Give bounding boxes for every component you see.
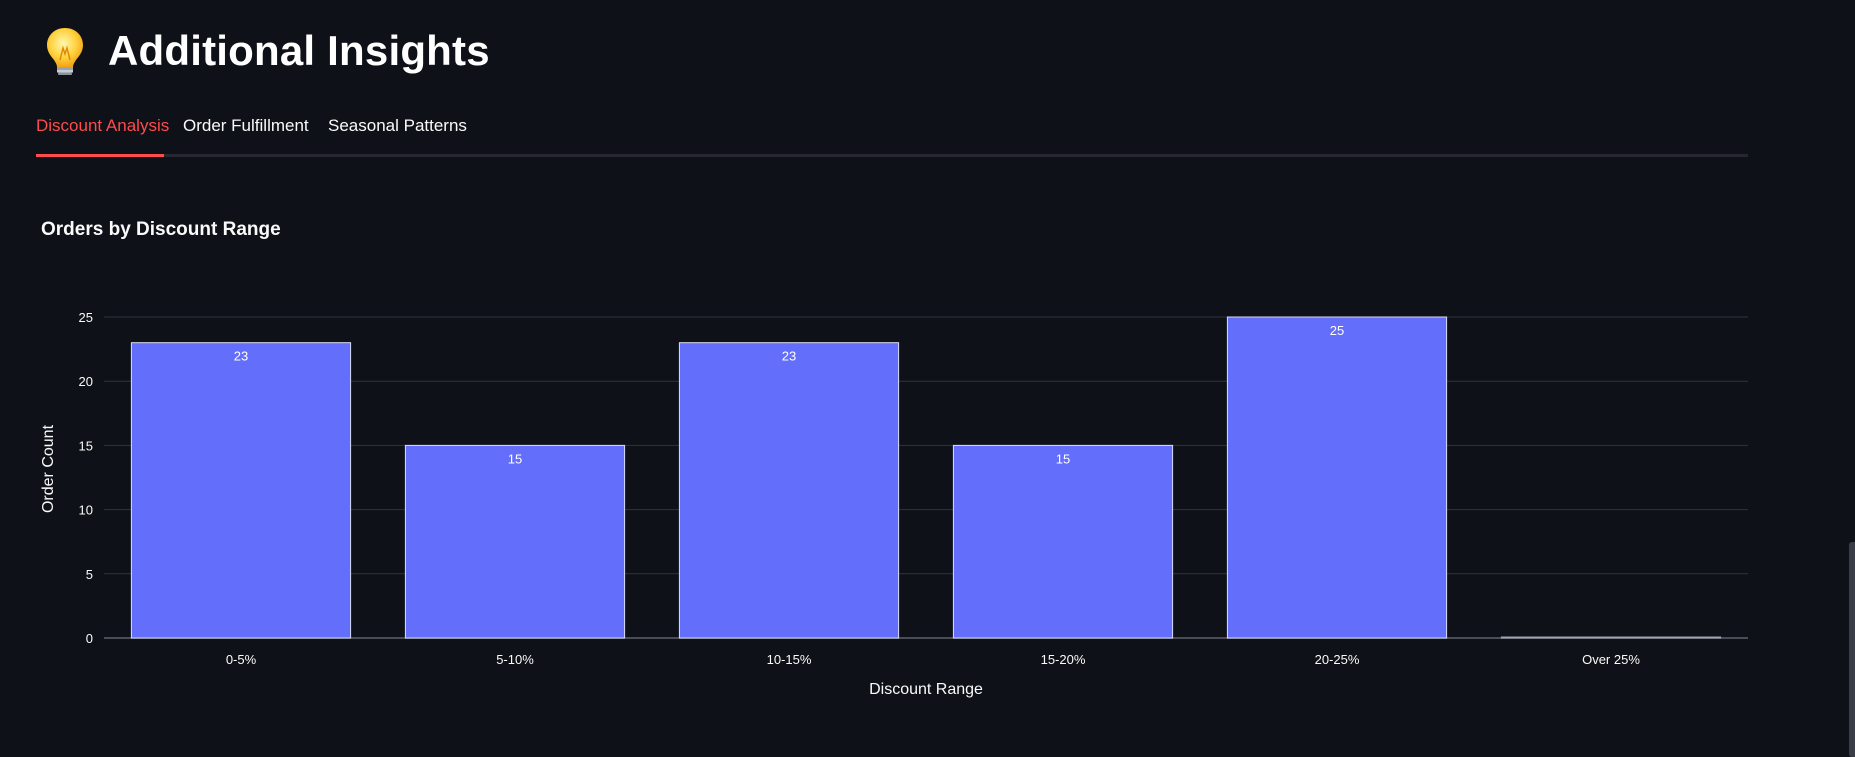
header: Additional Insights bbox=[44, 26, 490, 76]
x-tick-label: Over 25% bbox=[1582, 652, 1640, 667]
bar-Over 25% bbox=[1500, 636, 1722, 639]
bar-0-5% bbox=[130, 342, 352, 639]
data-label: 15 bbox=[508, 451, 522, 466]
bar-20-25% bbox=[1226, 316, 1448, 639]
y-tick-label: 10 bbox=[79, 503, 93, 518]
x-tick-label: 0-5% bbox=[226, 652, 257, 667]
x-tick-label: 15-20% bbox=[1041, 652, 1086, 667]
page-title: Additional Insights bbox=[108, 27, 490, 74]
tab-seasonal-patterns[interactable]: Seasonal Patterns bbox=[328, 116, 467, 135]
tab-order-fulfillment[interactable]: Order Fulfillment bbox=[183, 116, 309, 135]
scrollbar-thumb[interactable] bbox=[1849, 542, 1855, 757]
x-tick-label: 10-15% bbox=[767, 652, 812, 667]
bar-10-15% bbox=[678, 342, 900, 639]
data-label: 23 bbox=[782, 349, 796, 364]
bar-15-20% bbox=[952, 444, 1174, 639]
tab-bar: Discount Analysis Order Fulfillment Seas… bbox=[36, 110, 1748, 157]
x-tick-label: 20-25% bbox=[1315, 652, 1360, 667]
x-tick-label: 5-10% bbox=[496, 652, 534, 667]
x-axis-title: Discount Range bbox=[869, 681, 983, 698]
y-tick-label: 25 bbox=[79, 310, 93, 325]
y-tick-label: 20 bbox=[79, 374, 93, 389]
data-label: 25 bbox=[1330, 323, 1344, 338]
lightbulb-icon bbox=[47, 28, 83, 75]
data-label: 15 bbox=[1056, 451, 1070, 466]
tab-discount-analysis[interactable]: Discount Analysis bbox=[36, 116, 170, 135]
y-tick-label: 0 bbox=[86, 631, 93, 646]
chart-title: Orders by Discount Range bbox=[41, 219, 281, 240]
y-tick-label: 5 bbox=[86, 567, 93, 582]
active-tab-indicator bbox=[36, 154, 164, 157]
y-axis-title: Order Count bbox=[40, 424, 57, 513]
y-tick-label: 15 bbox=[79, 438, 93, 453]
data-label: 23 bbox=[234, 349, 248, 364]
bar-5-10% bbox=[404, 444, 626, 639]
